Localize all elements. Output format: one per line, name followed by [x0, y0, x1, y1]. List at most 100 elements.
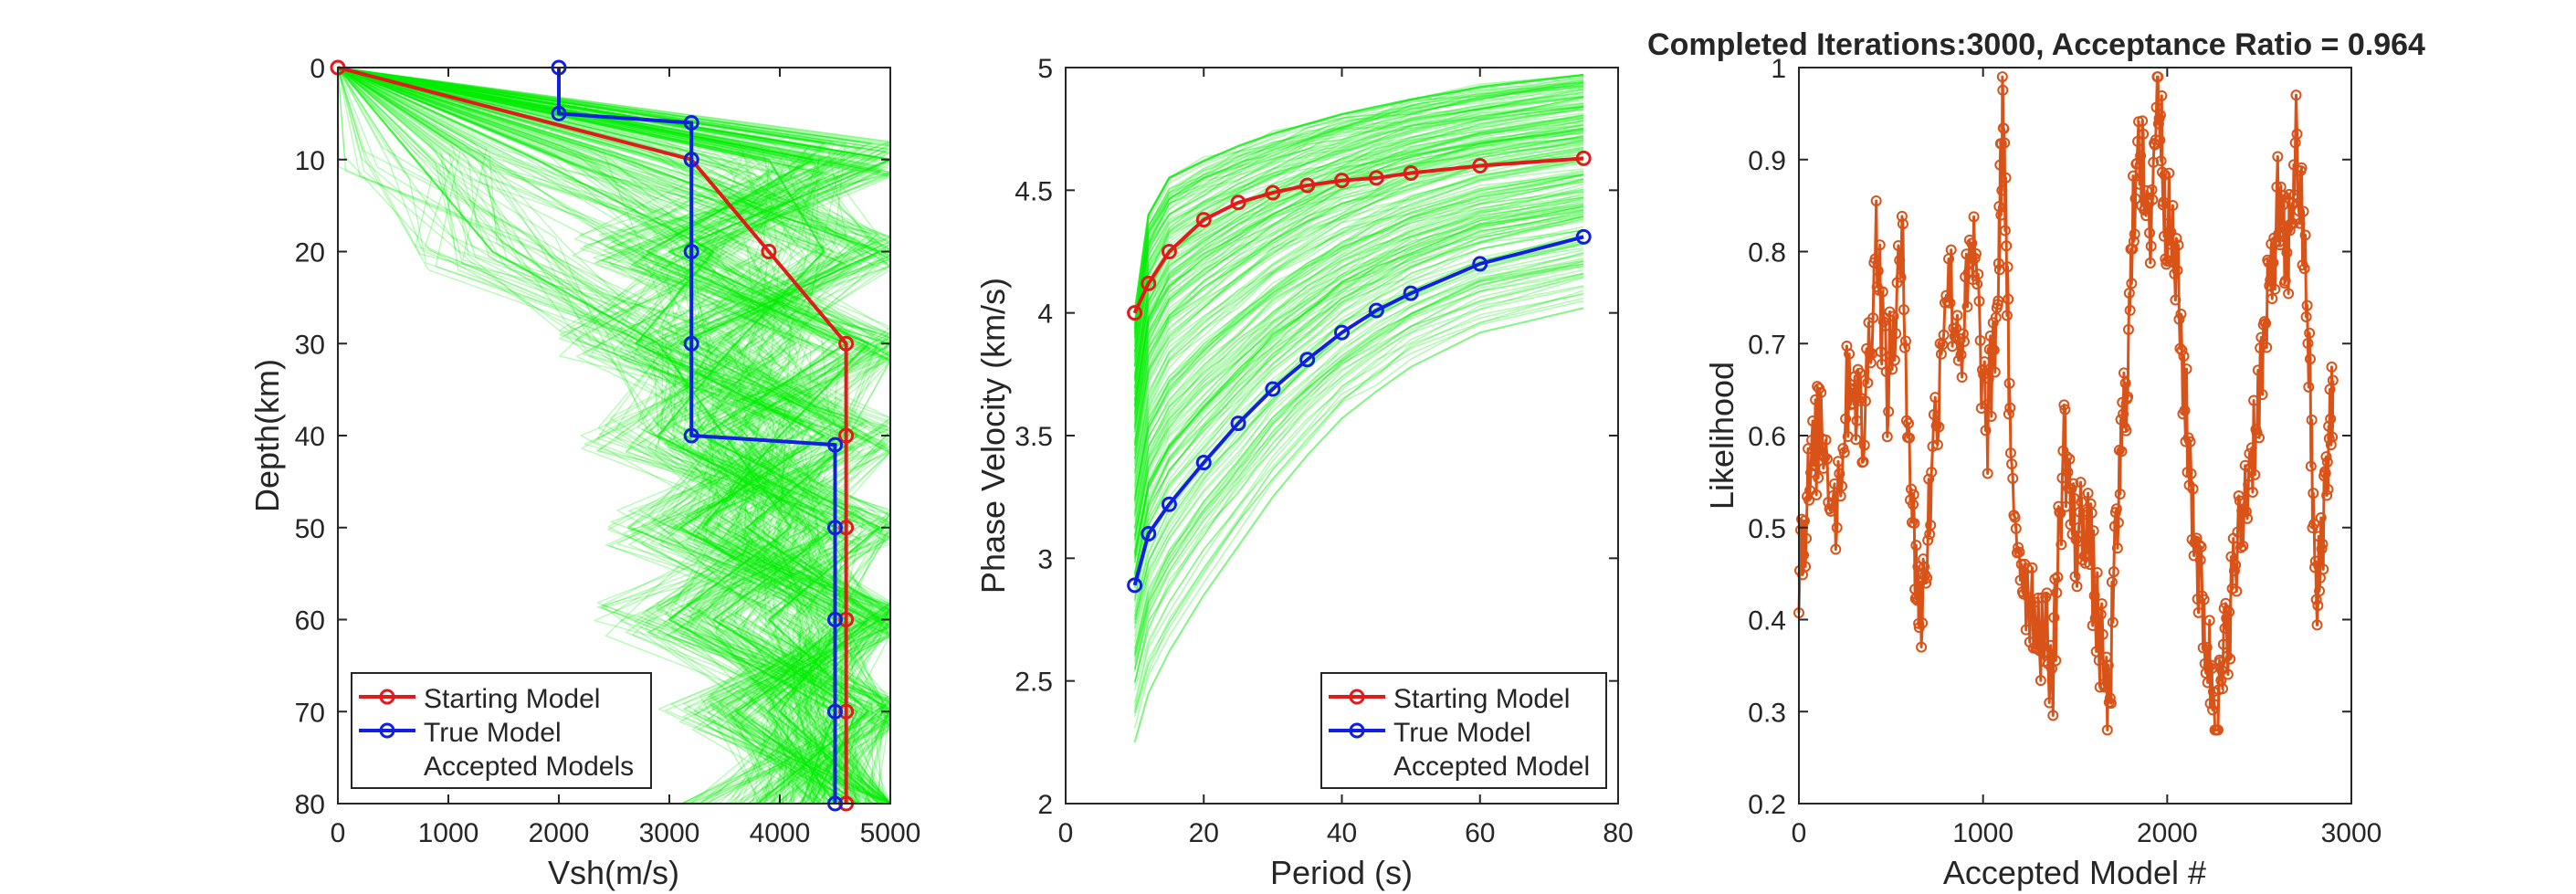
likelihood-marker	[2201, 641, 2213, 653]
accepted-model-line	[337, 67, 891, 805]
likelihood-marker	[2319, 468, 2331, 479]
accepted-model-line	[337, 67, 891, 805]
starting-model-marker	[1403, 165, 1419, 182]
accepted-curve	[1133, 196, 1584, 541]
likelihood-marker	[2208, 699, 2220, 710]
accepted-model-line	[337, 67, 846, 805]
likelihood-marker	[1909, 593, 1921, 605]
likelihood-marker	[2192, 606, 2204, 618]
likelihood-marker	[2134, 178, 2146, 190]
likelihood-marker	[2110, 503, 2122, 515]
accepted-model-line	[337, 67, 891, 805]
accepted-curve	[1133, 208, 1584, 555]
likelihood-marker	[2105, 698, 2117, 710]
accepted-model-line	[337, 67, 847, 805]
likelihood-marker	[2244, 447, 2255, 459]
likelihood-marker	[2316, 543, 2328, 555]
starting-model-marker	[1265, 184, 1281, 201]
accepted-curve	[1133, 214, 1584, 573]
likelihood-marker	[2088, 590, 2100, 602]
likelihood-marker	[2207, 704, 2219, 716]
accepted-model-line	[337, 67, 891, 805]
likelihood-marker	[1928, 409, 1940, 421]
accepted-curve	[1133, 96, 1584, 362]
accepted-model-line	[337, 67, 891, 805]
x-tick-label: 5000	[860, 818, 921, 848]
likelihood-marker	[2231, 585, 2243, 597]
likelihood-marker	[1996, 184, 2008, 196]
accepted-model-line	[337, 67, 858, 805]
accepted-curve	[1133, 197, 1584, 543]
accepted-model-line	[337, 67, 874, 805]
accepted-model-line	[337, 67, 884, 805]
likelihood-marker	[1880, 365, 1892, 377]
likelihood-marker	[2147, 194, 2159, 205]
likelihood-marker	[2172, 239, 2184, 251]
accepted-curve	[1133, 135, 1584, 425]
likelihood-marker	[2312, 600, 2324, 612]
accepted-curve	[1133, 96, 1584, 365]
likelihood-marker	[2300, 311, 2312, 323]
likelihood-marker	[1807, 415, 1819, 427]
likelihood-marker	[1931, 438, 1943, 450]
accepted-model-line	[337, 67, 891, 805]
likelihood-marker	[2049, 573, 2061, 585]
accepted-curve	[1133, 159, 1584, 474]
accepted-model-line	[337, 67, 891, 805]
accepted-model-line	[337, 67, 773, 805]
accepted-curve	[1133, 191, 1584, 536]
likelihood-marker	[2107, 616, 2119, 628]
likelihood-marker	[1992, 299, 2003, 310]
likelihood-marker	[2013, 546, 2025, 558]
likelihood-marker	[1890, 328, 1902, 340]
likelihood-marker	[1877, 286, 1888, 298]
likelihood-marker	[2176, 344, 2188, 356]
dispersion-lines	[1127, 150, 1592, 594]
y-axis-label: Phase Velocity (km/s)	[974, 278, 1012, 594]
accepted-curve	[1133, 156, 1584, 466]
y-axis-label: Likelihood	[1703, 362, 1740, 510]
likelihood-marker	[1817, 462, 1829, 474]
likelihood-marker	[2327, 431, 2339, 443]
accepted-model-line	[337, 67, 891, 805]
accepted-curve	[1133, 277, 1584, 691]
likelihood-marker	[2066, 483, 2077, 495]
starting-model-marker	[1161, 244, 1177, 259]
accepted-curve	[1133, 178, 1584, 514]
likelihood-marker	[1803, 443, 1814, 455]
likelihood-trace	[1793, 71, 2339, 736]
starting-model-marker	[1472, 157, 1488, 174]
accepted-curve	[1133, 109, 1584, 379]
accepted-curve	[1133, 262, 1584, 655]
likelihood-marker	[2271, 181, 2283, 193]
accepted-curve	[1133, 174, 1584, 500]
accepted-curve	[1133, 216, 1584, 574]
accepted-model-line	[337, 67, 870, 805]
accepted-curve	[1133, 263, 1584, 657]
accepted-curve	[1133, 95, 1584, 360]
accepted-model-line	[337, 67, 882, 805]
accepted-model-line	[337, 67, 890, 805]
accepted-curve	[1133, 260, 1584, 649]
accepted-model-line	[337, 67, 891, 805]
likelihood-marker	[2035, 675, 2046, 687]
likelihood-marker	[2124, 304, 2136, 316]
accepted-curve	[1133, 292, 1584, 710]
accepted-model-line	[337, 67, 867, 805]
accepted-model-line	[337, 67, 857, 805]
likelihood-marker	[2261, 342, 2273, 353]
accepted-model-line	[337, 67, 875, 805]
likelihood-marker	[1938, 329, 1950, 341]
likelihood-marker	[1858, 439, 1870, 451]
likelihood-marker	[2052, 571, 2064, 583]
likelihood-marker	[1984, 330, 1996, 342]
likelihood-marker	[1904, 432, 1915, 444]
accepted-curve	[1133, 226, 1584, 601]
accepted-curve	[1133, 73, 1584, 313]
accepted-model-line	[337, 67, 891, 805]
likelihood-marker	[1988, 344, 2000, 356]
likelihood-marker	[2033, 592, 2045, 604]
likelihood-panel: 0 1000 2000 3000 0.2 0.3 0.4 0.5 0.6 0.7 0.8 0.9 1 A…	[1647, 27, 2425, 891]
likelihood-marker	[2072, 535, 2084, 547]
